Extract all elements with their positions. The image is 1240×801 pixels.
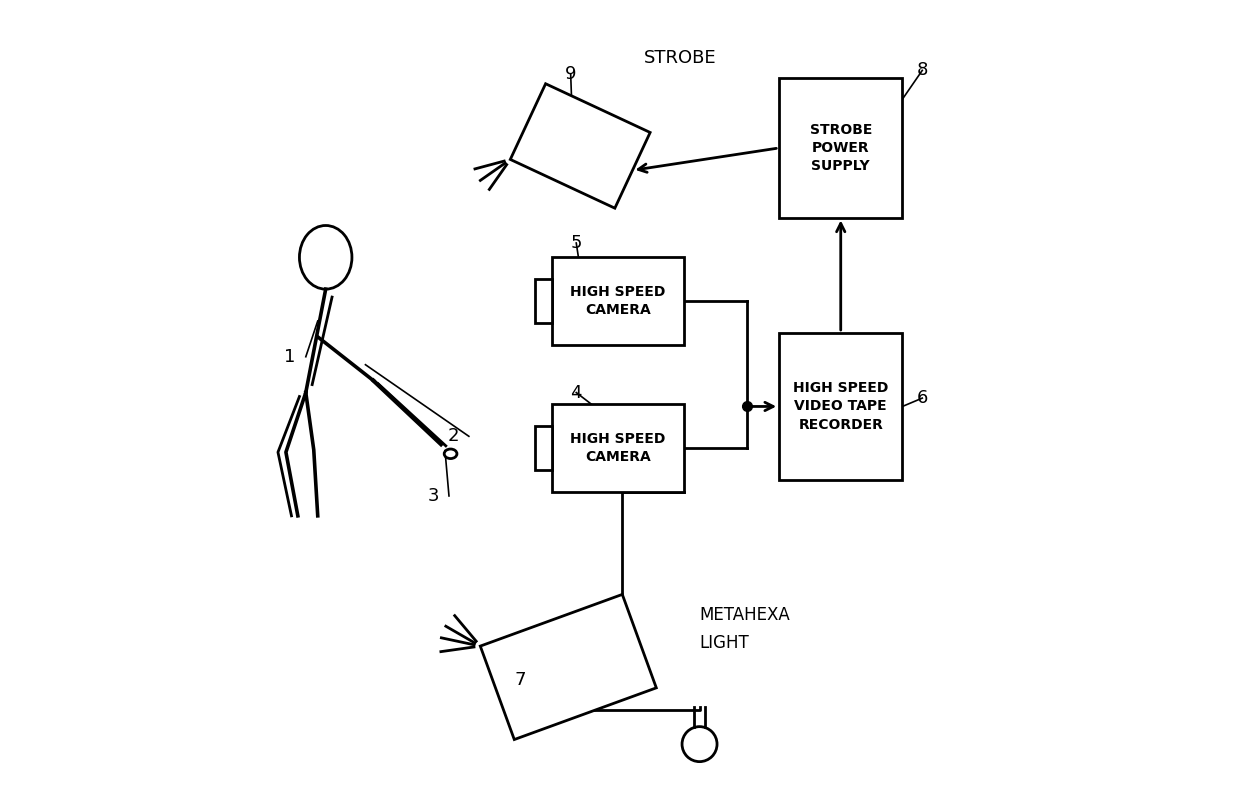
Text: HIGH SPEED
VIDEO TAPE
RECORDER: HIGH SPEED VIDEO TAPE RECORDER [794,381,888,432]
Text: 4: 4 [570,384,582,401]
Text: 9: 9 [565,66,577,83]
Text: 5: 5 [570,234,582,252]
Bar [534,280,552,323]
Ellipse shape [299,226,352,289]
Polygon shape [480,594,656,739]
Bar [534,426,552,470]
Polygon shape [511,84,650,208]
Bar [779,333,903,480]
Text: METAHEXA: METAHEXA [699,606,790,624]
Text: 6: 6 [916,389,928,407]
Text: STROBE: STROBE [644,50,717,67]
Text: 8: 8 [916,62,928,79]
Bar [552,257,683,344]
Text: HIGH SPEED
CAMERA: HIGH SPEED CAMERA [570,285,666,317]
Bar [552,405,683,492]
Text: 3: 3 [428,487,439,505]
Text: 1: 1 [284,348,295,366]
Text: STROBE
POWER
SUPPLY: STROBE POWER SUPPLY [810,123,872,173]
Text: LIGHT: LIGHT [699,634,749,652]
Ellipse shape [444,449,456,458]
Text: 2: 2 [448,427,459,445]
Text: 7: 7 [515,671,526,690]
Text: HIGH SPEED
CAMERA: HIGH SPEED CAMERA [570,432,666,465]
Bar [779,78,903,218]
